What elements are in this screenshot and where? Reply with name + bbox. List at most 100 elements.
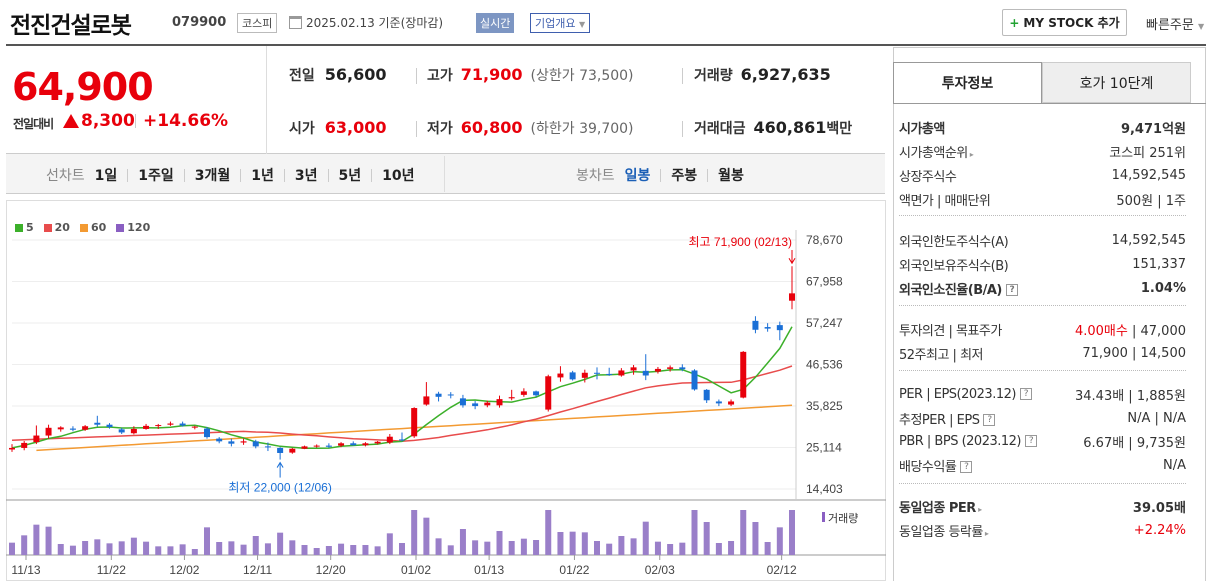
candle-body [167, 423, 174, 425]
info-key: 52주최고 | 최저 [899, 347, 984, 363]
candle-body [374, 441, 381, 444]
tab-1week[interactable]: 1주일 [138, 168, 174, 184]
tab-daily[interactable]: 일봉 [624, 168, 651, 184]
quick-order-button[interactable]: 빠른주문 ▼ [1146, 14, 1204, 33]
corp-overview-button[interactable]: 기업개요 ▼ [530, 13, 591, 33]
info-row[interactable]: 시가총액순위 ▸ 코스피 251위 [899, 141, 1186, 161]
volume-bar [642, 521, 649, 555]
help-icon[interactable]: ? [983, 414, 996, 426]
candle-body [715, 401, 722, 404]
candle-body [569, 372, 576, 380]
tab-5year[interactable]: 5년 [338, 168, 362, 184]
volume-bar [33, 524, 40, 555]
info-value: 34.43배 | 1,885원 [1075, 388, 1186, 404]
calendar-icon [289, 16, 302, 29]
tab-1day[interactable]: 1일 [94, 168, 118, 184]
info-row: 외국인한도주식수(A) 14,592,545 [899, 230, 1186, 250]
volume-bar [386, 533, 393, 555]
volume-bar [691, 510, 698, 555]
candle-body [228, 441, 235, 444]
candle-body [301, 446, 308, 449]
help-icon[interactable]: ? [960, 461, 973, 473]
tab-orderbook[interactable]: 호가 10단계 [1042, 62, 1191, 103]
info-row: 투자의견 | 목표주가 4.00매수 | 47,000 [899, 319, 1186, 339]
volume-bar [313, 548, 320, 555]
tab-1year[interactable]: 1년 [251, 168, 274, 184]
volume-bar [606, 543, 613, 555]
prev-close-value: 56,600 [324, 65, 387, 84]
divider [660, 168, 662, 182]
candle-body [508, 397, 515, 399]
info-value: 71,900 | 14,500 [1082, 345, 1186, 361]
low-arrow-head [276, 461, 284, 468]
candle-body [204, 428, 210, 438]
legend-ma60: 60 [90, 221, 107, 234]
price-chart[interactable]: 78,670 67,958 57,247 46,536 35,825 25,114 14,4… [6, 200, 886, 581]
volume-bar [325, 546, 332, 555]
tab-3year[interactable]: 3년 [294, 168, 318, 184]
volume-bar [630, 538, 637, 555]
info-value: 4.00매수 | 47,000 [1075, 320, 1186, 339]
info-value: 6.67배 | 9,735원 [1083, 435, 1186, 451]
divider [899, 370, 1186, 371]
volume-bar [338, 543, 345, 555]
help-icon[interactable]: ? [1005, 284, 1018, 296]
divider [707, 168, 709, 182]
low-price: 저가 60,800 (하한가 39,700) [427, 118, 634, 138]
x-tick-label: 12/11 [243, 563, 272, 577]
info-row: 배당수익률? N/A [899, 455, 1186, 475]
tab-monthly[interactable]: 월봉 [718, 168, 744, 184]
info-row: 외국인소진율(B/A)? 1.04% [899, 278, 1186, 298]
candle-body [216, 438, 223, 442]
ma5-line [11, 326, 793, 450]
volume-bar [228, 541, 235, 555]
y-tick-label: 67,958 [806, 275, 843, 289]
volume-bar [435, 538, 442, 555]
live-badge[interactable]: 실시간 [476, 13, 515, 33]
open-price: 시가 63,000 [289, 118, 387, 138]
low-annotation: 최저 22,000 (12/06) [228, 481, 331, 495]
candle-body [728, 401, 735, 405]
market-badge: 코스피 [237, 13, 278, 33]
info-value: 1.04% [1140, 280, 1186, 296]
volume-bar [618, 536, 625, 555]
info-row: 추정PER | EPS? N/A | N/A [899, 408, 1186, 428]
tab-invest-info[interactable]: 투자정보 [893, 62, 1042, 103]
divider [416, 68, 417, 84]
mystock-add-button[interactable]: + MY STOCK 추가 [1002, 9, 1127, 36]
volume-bar [374, 546, 381, 555]
info-value: N/A [1163, 457, 1186, 473]
candle-body [143, 425, 150, 429]
tab-weekly[interactable]: 주봉 [671, 168, 698, 184]
volume-bar [447, 545, 454, 555]
info-row[interactable]: 동일업종 등락률 ▸ +2.24% [899, 520, 1186, 540]
candle-body [435, 393, 442, 397]
candle-body [618, 370, 625, 376]
candle-body [472, 403, 479, 407]
volume-bar [277, 532, 284, 555]
candle-body [545, 376, 552, 410]
info-row[interactable]: 동일업종 PER ▸ 39.05배 [899, 496, 1186, 516]
tab-10year[interactable]: 10년 [382, 168, 415, 184]
volume-bar [350, 545, 357, 555]
info-key: 추정PER | EPS? [899, 409, 996, 428]
volume-bar [484, 541, 491, 555]
invest-opinion: 4.00매수 [1074, 323, 1128, 339]
tab-3month[interactable]: 3개월 [194, 168, 231, 184]
info-value: N/A | N/A [1127, 410, 1186, 426]
candle-body [118, 429, 125, 433]
volume-bar [776, 527, 783, 555]
info-value: 14,592,545 [1111, 232, 1186, 248]
info-key: 시가총액 [899, 121, 945, 137]
help-icon[interactable]: ? [1019, 388, 1032, 400]
x-tick-label: 01/22 [559, 563, 589, 577]
volume-bar [654, 541, 661, 555]
y-tick-label: 57,247 [806, 316, 843, 330]
help-icon[interactable]: ? [1024, 435, 1037, 447]
candle-body [191, 426, 198, 428]
volume-value: 6,927,635 [740, 65, 831, 84]
volume-bar [533, 540, 540, 555]
candle-body [69, 428, 76, 430]
candle-body [350, 443, 357, 446]
candle-chart-tabs: 봉차트 일봉 주봉 월봉 [576, 165, 744, 185]
